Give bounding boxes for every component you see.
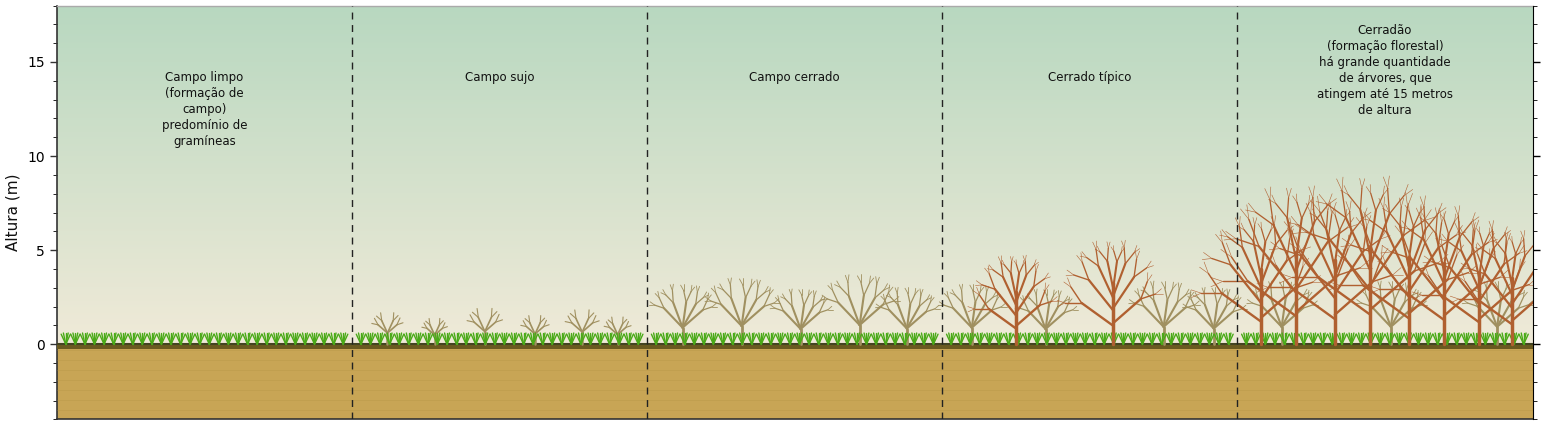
Bar [57, 344, 1533, 419]
Bar [57, 344, 1533, 349]
Text: Campo sujo: Campo sujo [465, 71, 535, 85]
Text: Campo limpo
(formação de
campo)
predomínio de
gramíneas: Campo limpo (formação de campo) predomín… [162, 71, 247, 148]
Text: Campo cerrado: Campo cerrado [749, 71, 840, 85]
Y-axis label: Altura (m): Altura (m) [6, 174, 20, 251]
Text: Cerradão
(formação florestal)
há grande quantidade
de árvores, que
atingem até 1: Cerradão (formação florestal) há grande … [1316, 24, 1452, 117]
Text: Cerrado típico: Cerrado típico [1048, 71, 1131, 85]
